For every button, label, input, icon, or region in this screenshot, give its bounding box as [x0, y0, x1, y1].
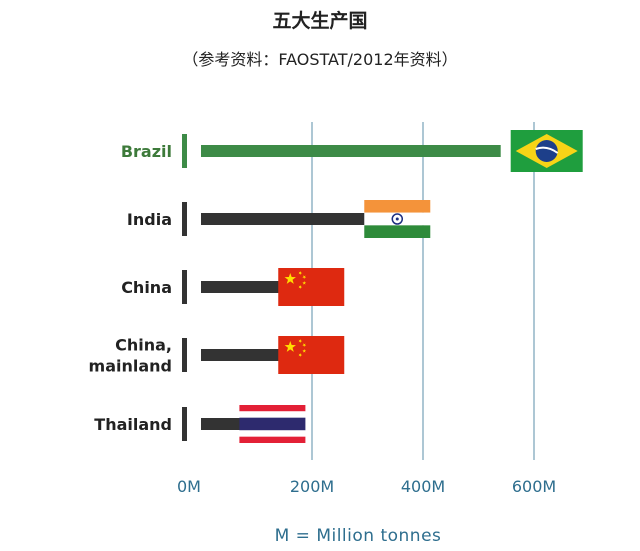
bar-brazil [201, 145, 501, 157]
bar-india [201, 213, 371, 225]
china-flag-star [284, 341, 296, 352]
china-flag-star [284, 273, 296, 284]
category-marker [182, 338, 187, 372]
china-flag-star [298, 353, 303, 357]
china-flag-star [302, 349, 307, 353]
thailand-flag-red [239, 436, 306, 443]
thailand-flag-white [239, 430, 306, 437]
chart-subtitle: （参考资料：FAOSTAT/2012年资料） [182, 50, 458, 69]
china-flag-star [302, 343, 307, 347]
bar-china-mainland [201, 349, 285, 361]
chart-title: 五大生产国 [272, 10, 368, 32]
category-marker [182, 407, 187, 441]
x-tick-label: 0M [177, 477, 201, 496]
x-tick-label: 400M [401, 477, 445, 496]
category-label: China [121, 278, 172, 297]
bar-thailand [201, 418, 246, 430]
category-label: Brazil [121, 142, 172, 161]
china-flag-star [298, 339, 303, 343]
bar-china [201, 281, 285, 293]
x-tick-label: 200M [290, 477, 334, 496]
category-label: mainland [89, 357, 172, 376]
china-flag-star [298, 285, 303, 289]
china-flag-star [302, 275, 307, 279]
thailand-flag-blue [239, 417, 306, 431]
category-label: Thailand [94, 415, 172, 434]
thailand-flag-white [239, 411, 306, 418]
category-label: India [127, 210, 172, 229]
thailand-flag [239, 405, 306, 412]
china-flag-star [298, 271, 303, 275]
unit-note: M = Million tonnes [274, 526, 442, 546]
china-flag-star [302, 281, 307, 285]
brazil-flag-band [535, 146, 559, 154]
brazil-flag-globe [535, 140, 558, 162]
india-flag-chakra-center [395, 217, 399, 221]
india-flag-chakra [391, 213, 404, 225]
category-label: China, [115, 336, 172, 355]
china-flag [278, 336, 345, 374]
category-marker [182, 202, 187, 236]
india-flag [364, 200, 431, 213]
india-flag-green [364, 225, 431, 238]
category-marker [182, 134, 187, 168]
china-flag [278, 268, 345, 306]
category-marker [182, 270, 187, 304]
x-tick-label: 600M [512, 477, 556, 496]
